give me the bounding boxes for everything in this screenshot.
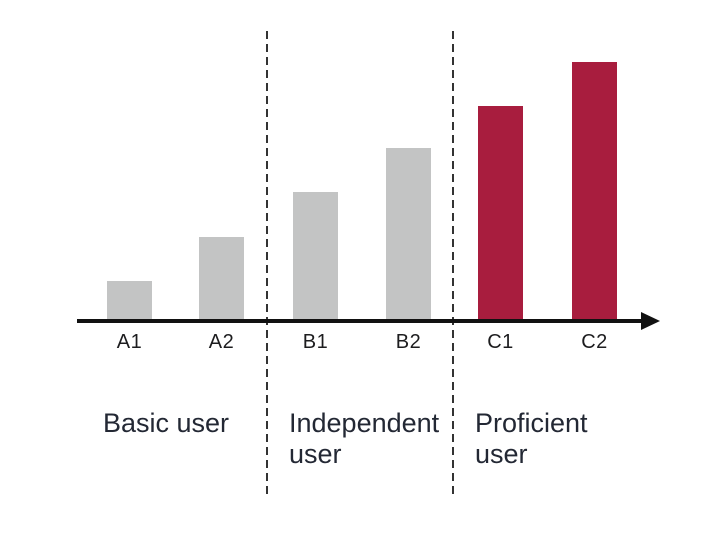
tick-label-c1: C1 [487, 331, 514, 353]
group-label-proficient-user: Proficient user [475, 408, 588, 470]
bar-b2 [386, 148, 431, 320]
tick-label-a1: A1 [116, 331, 143, 353]
dashed-separator-basic-independent [266, 31, 268, 494]
group-label-basic-user: Basic user [103, 408, 230, 438]
bar-b1 [293, 192, 338, 320]
bar-a1 [107, 281, 152, 320]
bar-a2 [199, 237, 244, 320]
x-axis-arrowhead-icon [641, 312, 660, 330]
tick-label-c2: C2 [581, 331, 608, 353]
bar-c1 [478, 106, 523, 320]
tick-label-a2: A2 [208, 331, 235, 353]
x-axis-line [77, 319, 643, 323]
tick-label-b1: B1 [302, 331, 329, 353]
dashed-separator-independent-proficient [452, 31, 454, 494]
tick-label-b2: B2 [395, 331, 422, 353]
group-label-independent-user: Independent user [289, 408, 440, 470]
bar-c2 [572, 62, 617, 320]
